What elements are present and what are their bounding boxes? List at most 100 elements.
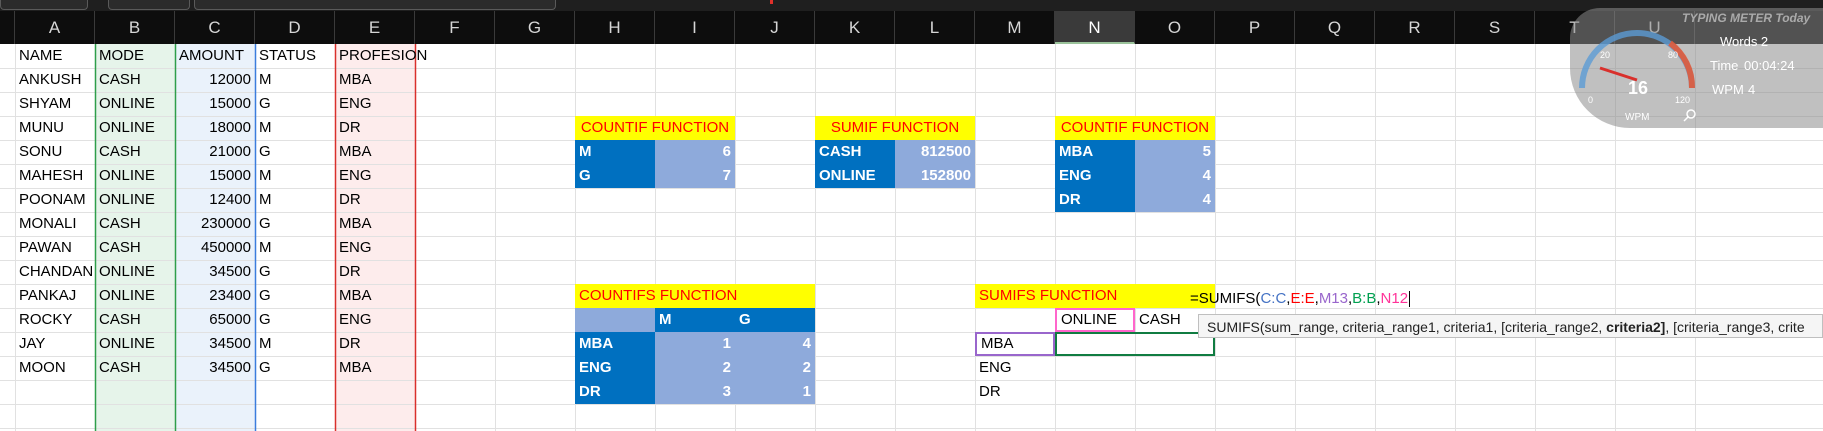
countif-title[interactable]: COUNTIF FUNCTION: [575, 116, 735, 140]
data-cell-status[interactable]: G: [259, 143, 271, 160]
data-cell-name[interactable]: SHYAM: [19, 95, 72, 112]
sumif-value[interactable]: 812500: [895, 140, 975, 164]
column-header-f[interactable]: F: [415, 11, 495, 44]
data-cell-mode[interactable]: CASH: [99, 311, 141, 328]
data-cell-mode[interactable]: ONLINE: [99, 263, 155, 280]
select-all-corner[interactable]: [0, 11, 15, 44]
data-cell-profesion[interactable]: DR: [339, 119, 361, 136]
column-header-d[interactable]: D: [255, 11, 335, 44]
countif2-label[interactable]: DR: [1055, 188, 1135, 212]
column-header-o[interactable]: O: [1135, 11, 1215, 44]
sumif-value[interactable]: 152800: [895, 164, 975, 188]
data-cell-name[interactable]: PANKAJ: [19, 287, 77, 304]
countif2-value[interactable]: 5: [1135, 140, 1215, 164]
data-cell-profesion[interactable]: MBA: [339, 359, 372, 376]
data-cell-amount[interactable]: 65000: [209, 311, 251, 328]
countif-value[interactable]: 7: [655, 164, 735, 188]
countifs-value[interactable]: 2: [735, 356, 815, 380]
column-header-a[interactable]: A: [15, 11, 95, 44]
data-cell-name[interactable]: ROCKY: [19, 311, 73, 328]
header-cell-status[interactable]: STATUS: [259, 47, 316, 64]
data-cell-amount[interactable]: 34500: [209, 263, 251, 280]
data-cell-name[interactable]: MOON: [19, 359, 66, 376]
data-cell-amount[interactable]: 12000: [209, 71, 251, 88]
data-cell-mode[interactable]: CASH: [99, 359, 141, 376]
countifs-title[interactable]: COUNTIFS FUNCTION: [575, 284, 815, 308]
column-header-m[interactable]: M: [975, 11, 1055, 44]
data-cell-mode[interactable]: CASH: [99, 215, 141, 232]
countif-label[interactable]: M: [575, 140, 655, 164]
data-cell-mode[interactable]: ONLINE: [99, 191, 155, 208]
data-cell-status[interactable]: G: [259, 215, 271, 232]
data-cell-mode[interactable]: CASH: [99, 71, 141, 88]
data-cell-status[interactable]: M: [259, 239, 272, 256]
data-cell-profesion[interactable]: DR: [339, 191, 361, 208]
toolbar-segment[interactable]: [108, 0, 190, 10]
data-cell-name[interactable]: JAY: [19, 335, 46, 352]
data-cell-profesion[interactable]: DR: [339, 335, 361, 352]
countifs-label[interactable]: ENG: [575, 356, 655, 380]
data-cell-amount[interactable]: 230000: [200, 215, 251, 232]
data-cell-name[interactable]: MAHESH: [19, 167, 84, 184]
data-cell-amount[interactable]: 15000: [209, 95, 251, 112]
countifs-label[interactable]: MBA: [575, 332, 655, 356]
countif-value[interactable]: 6: [655, 140, 735, 164]
data-cell-mode[interactable]: ONLINE: [99, 95, 155, 112]
data-cell-amount[interactable]: 12400: [209, 191, 251, 208]
countif2-title[interactable]: COUNTIF FUNCTION: [1055, 116, 1215, 140]
data-cell-mode[interactable]: ONLINE: [99, 119, 155, 136]
data-cell-amount[interactable]: 21000: [209, 143, 251, 160]
header-cell-name[interactable]: NAME: [19, 47, 63, 64]
countifs-label[interactable]: DR: [575, 380, 655, 404]
countifs-col-header[interactable]: G: [735, 308, 815, 332]
countifs-value[interactable]: 1: [735, 380, 815, 404]
sumifs-title[interactable]: SUMIFS FUNCTION: [975, 284, 1215, 308]
data-cell-amount[interactable]: 34500: [209, 359, 251, 376]
sumifs-row-label[interactable]: DR: [979, 383, 1001, 400]
column-header-r[interactable]: R: [1375, 11, 1455, 44]
sumifs-row-label[interactable]: ENG: [979, 359, 1012, 376]
data-cell-name[interactable]: PAWAN: [19, 239, 72, 256]
column-header-j[interactable]: J: [735, 11, 815, 44]
data-cell-status[interactable]: M: [259, 71, 272, 88]
data-cell-amount[interactable]: 15000: [209, 167, 251, 184]
data-cell-amount[interactable]: 23400: [209, 287, 251, 304]
data-cell-status[interactable]: G: [259, 263, 271, 280]
data-cell-amount[interactable]: 34500: [209, 335, 251, 352]
data-cell-name[interactable]: POONAM: [19, 191, 86, 208]
data-cell-status[interactable]: M: [259, 191, 272, 208]
data-cell-status[interactable]: M: [259, 335, 272, 352]
countifs-value[interactable]: 1: [655, 332, 735, 356]
data-cell-name[interactable]: SONU: [19, 143, 63, 160]
data-cell-profesion[interactable]: ENG: [339, 95, 372, 112]
data-cell-name[interactable]: CHANDAN: [19, 263, 94, 280]
sumif-title[interactable]: SUMIF FUNCTION: [815, 116, 975, 140]
toolbar-segment[interactable]: [194, 0, 556, 10]
spreadsheet-grid[interactable]: NAME MODE AMOUNT STATUS PROFESION ANKUSH CASH 1…: [0, 44, 1823, 431]
data-cell-status[interactable]: G: [259, 311, 271, 328]
data-cell-profesion[interactable]: ENG: [339, 311, 372, 328]
data-cell-mode[interactable]: ONLINE: [99, 287, 155, 304]
column-header-s[interactable]: S: [1455, 11, 1535, 44]
header-cell-profesion[interactable]: PROFESION: [339, 47, 428, 64]
sumifs-row-label[interactable]: MBA: [975, 332, 1055, 356]
header-cell-mode[interactable]: MODE: [99, 47, 144, 64]
column-header-c[interactable]: C: [175, 11, 255, 44]
data-cell-profesion[interactable]: MBA: [339, 215, 372, 232]
countif2-label[interactable]: ENG: [1055, 164, 1135, 188]
countifs-value[interactable]: 2: [655, 356, 735, 380]
data-cell-profesion[interactable]: ENG: [339, 239, 372, 256]
data-cell-status[interactable]: M: [259, 167, 272, 184]
header-cell-amount[interactable]: AMOUNT: [179, 47, 244, 64]
countifs-value[interactable]: 4: [735, 332, 815, 356]
countifs-corner[interactable]: [575, 308, 655, 332]
data-cell-amount[interactable]: 18000: [209, 119, 251, 136]
data-cell-status[interactable]: M: [259, 119, 272, 136]
data-cell-mode[interactable]: CASH: [99, 239, 141, 256]
data-cell-profesion[interactable]: DR: [339, 263, 361, 280]
data-cell-mode[interactable]: CASH: [99, 143, 141, 160]
data-cell-name[interactable]: MUNU: [19, 119, 64, 136]
countif-label[interactable]: G: [575, 164, 655, 188]
countif2-label[interactable]: MBA: [1055, 140, 1135, 164]
sumif-label[interactable]: CASH: [815, 140, 895, 164]
